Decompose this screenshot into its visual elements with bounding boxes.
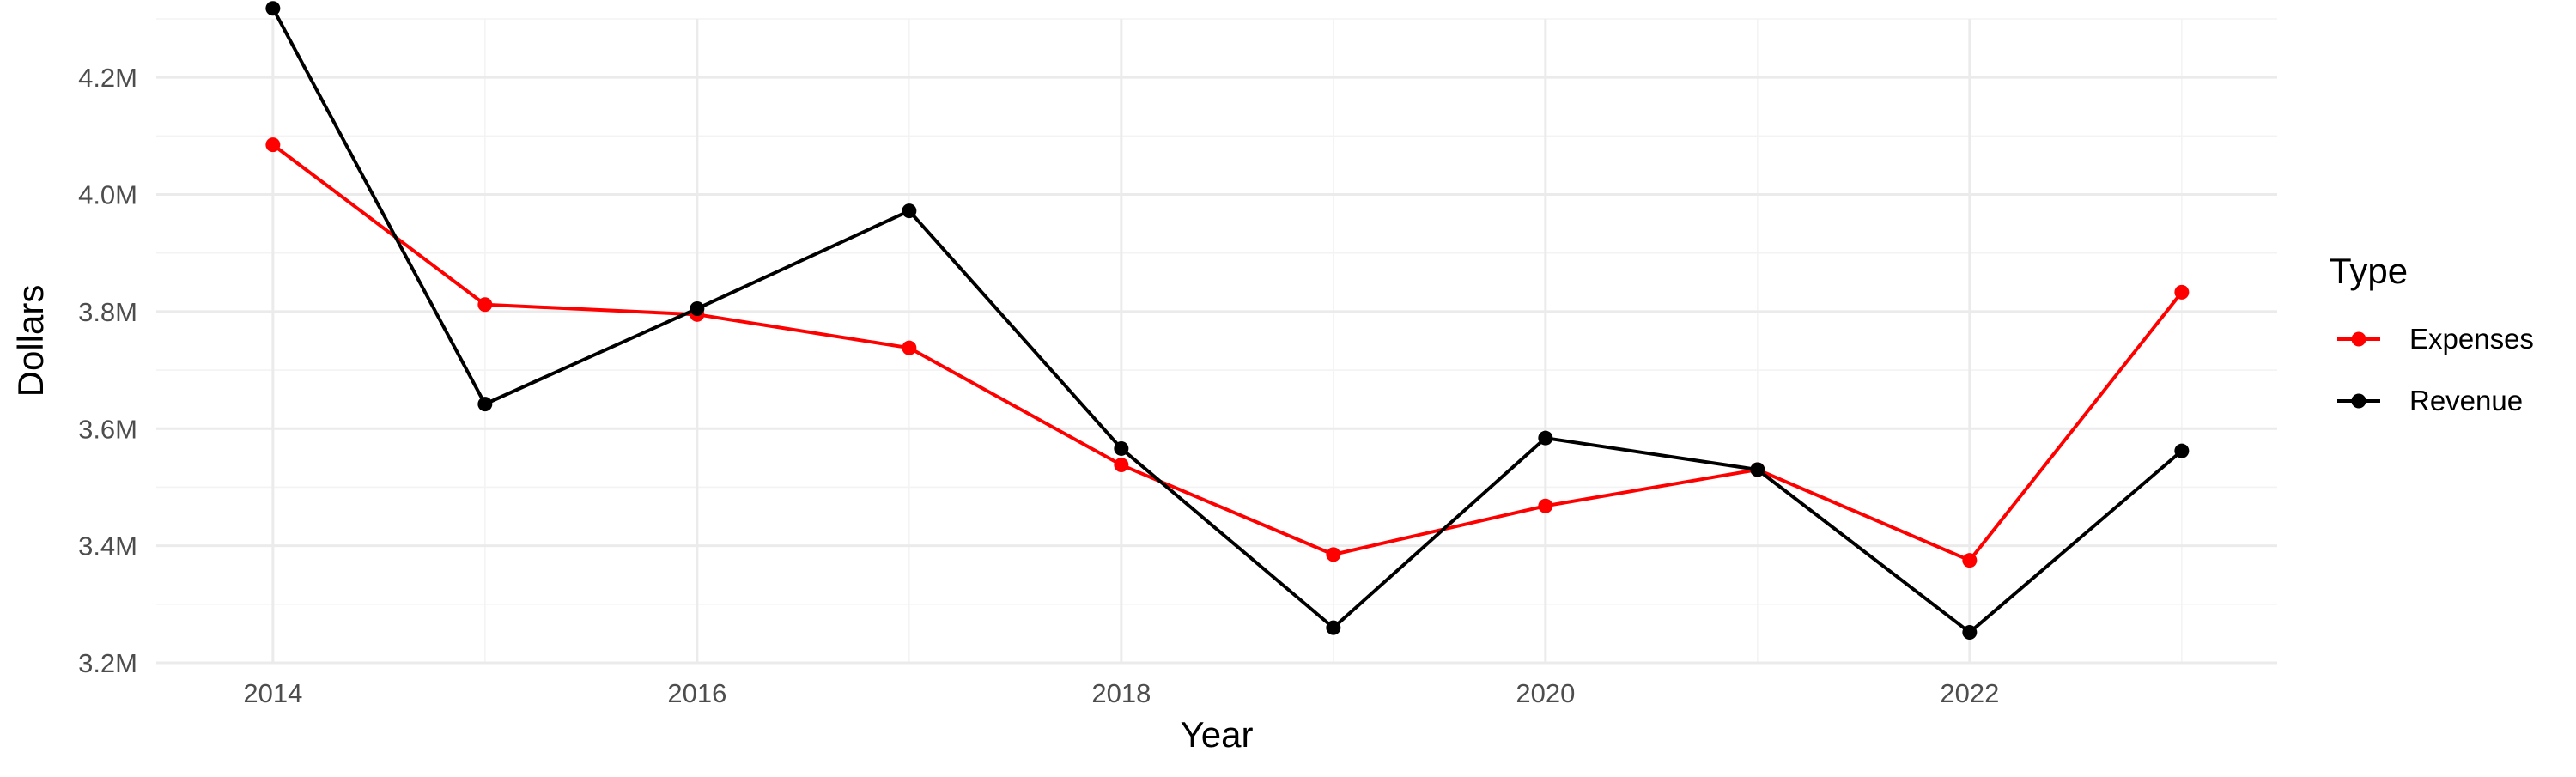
data-point-revenue bbox=[690, 301, 705, 316]
series-layer bbox=[265, 1, 2190, 640]
y-tick-label: 3.6M bbox=[78, 414, 137, 444]
x-axis-title: Year bbox=[1181, 714, 1254, 755]
series-expenses bbox=[265, 137, 2190, 568]
legend: Type Expenses Revenue bbox=[2330, 251, 2534, 416]
data-point-revenue bbox=[1750, 462, 1765, 477]
x-tick-label: 2014 bbox=[243, 678, 302, 708]
x-tick-label: 2018 bbox=[1091, 678, 1151, 708]
data-point-revenue bbox=[265, 1, 281, 16]
data-point-expenses bbox=[2174, 284, 2190, 300]
data-point-expenses bbox=[265, 137, 281, 153]
data-point-expenses bbox=[902, 340, 917, 355]
data-point-revenue bbox=[1326, 620, 1341, 635]
legend-item-expenses: Expenses bbox=[2337, 323, 2534, 355]
legend-item-revenue: Revenue bbox=[2337, 385, 2523, 416]
y-axis-ticks: 3.2M 3.4M 3.6M 3.8M 4.0M 4.2M bbox=[78, 63, 137, 678]
legend-label: Revenue bbox=[2409, 385, 2523, 416]
y-axis-title: Dollars bbox=[10, 285, 51, 398]
x-tick-label: 2016 bbox=[667, 678, 726, 708]
legend-title: Type bbox=[2330, 251, 2408, 291]
data-point-expenses bbox=[1326, 547, 1341, 562]
data-point-revenue bbox=[1114, 440, 1129, 456]
series-revenue bbox=[265, 1, 2190, 640]
y-tick-label: 4.0M bbox=[78, 180, 137, 210]
grid bbox=[156, 18, 2277, 665]
data-point-expenses bbox=[1114, 458, 1129, 473]
x-axis-ticks: 2014 2016 2018 2020 2022 bbox=[243, 678, 1999, 708]
series-line-expenses bbox=[271, 143, 2184, 562]
x-tick-label: 2022 bbox=[1940, 678, 1999, 708]
data-point-expenses bbox=[1962, 553, 1978, 568]
y-tick-label: 3.2M bbox=[78, 648, 137, 678]
data-point-expenses bbox=[477, 297, 493, 313]
y-tick-label: 3.8M bbox=[78, 297, 137, 327]
data-point-expenses bbox=[1538, 498, 1553, 513]
x-tick-label: 2020 bbox=[1516, 678, 1575, 708]
series-line-revenue bbox=[271, 7, 2184, 634]
data-point-revenue bbox=[2174, 443, 2190, 458]
data-point-revenue bbox=[1538, 430, 1553, 446]
legend-items: Expenses Revenue bbox=[2337, 323, 2534, 416]
data-point-revenue bbox=[1962, 625, 1978, 640]
legend-key-point bbox=[2351, 331, 2366, 347]
data-point-revenue bbox=[477, 397, 493, 412]
data-point-revenue bbox=[902, 203, 917, 219]
legend-label: Expenses bbox=[2409, 323, 2534, 355]
legend-key-point bbox=[2351, 393, 2366, 409]
y-tick-label: 4.2M bbox=[78, 63, 137, 93]
y-tick-label: 3.4M bbox=[78, 531, 137, 562]
